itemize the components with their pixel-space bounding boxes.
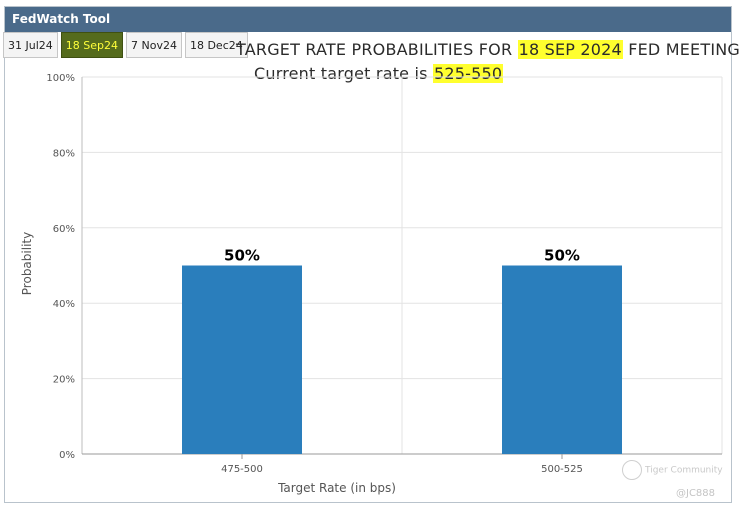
tab-18-dec24[interactable]: 18 Dec24 bbox=[184, 32, 248, 58]
current-rate-line: Current target rate is 525-550 bbox=[254, 64, 504, 83]
tab-31-jul24[interactable]: 31 Jul24 bbox=[3, 32, 58, 58]
y-tick-label: 20% bbox=[53, 375, 75, 386]
tiger-logo-icon bbox=[622, 460, 642, 480]
y-axis-title: Probability bbox=[20, 232, 34, 295]
fedwatch-panel: FedWatch Tool bbox=[4, 6, 732, 503]
data-label: 50% bbox=[224, 247, 260, 265]
heading-suffix: FED MEETING bbox=[622, 40, 739, 59]
y-tick-label: 40% bbox=[53, 299, 75, 310]
y-tick-label: 0% bbox=[59, 450, 75, 461]
x-tick-label: 475-500 bbox=[221, 464, 263, 475]
current-rate-prefix: Current target rate is bbox=[254, 64, 433, 83]
watermark-text: Tiger Community bbox=[645, 465, 723, 476]
y-tick-label: 100% bbox=[46, 73, 75, 84]
bar bbox=[502, 265, 622, 454]
meeting-date: 18 SEP 2024 bbox=[517, 40, 623, 59]
x-tick-label: 500-525 bbox=[541, 464, 583, 475]
tab-18-sep24[interactable]: 18 Sep24 bbox=[60, 32, 123, 58]
y-tick-label: 60% bbox=[53, 224, 75, 235]
watermark: Tiger Community bbox=[622, 460, 723, 480]
x-axis-title: Target Rate (in bps) bbox=[277, 481, 396, 495]
current-rate-value: 525-550 bbox=[432, 64, 504, 83]
watermark-handle: @JC888 bbox=[676, 488, 716, 499]
bar bbox=[182, 265, 302, 454]
data-label: 50% bbox=[544, 247, 580, 265]
window-title: FedWatch Tool bbox=[5, 7, 731, 32]
heading-prefix: TARGET RATE PROBABILITIES FOR bbox=[236, 40, 518, 59]
y-tick-label: 80% bbox=[53, 148, 75, 159]
meeting-tabs: 31 Jul24 18 Sep24 7 Nov24 18 Dec24 bbox=[3, 32, 248, 58]
tab-7-nov24[interactable]: 7 Nov24 bbox=[126, 32, 182, 58]
chart-heading: TARGET RATE PROBABILITIES FOR 18 SEP 202… bbox=[236, 40, 739, 59]
